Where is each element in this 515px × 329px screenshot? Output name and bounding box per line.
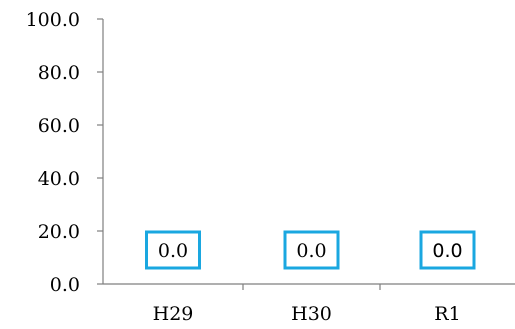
data-label-box — [419, 230, 476, 270]
data-label: 0.0 — [419, 230, 476, 270]
data-label-text: 0.0 — [158, 240, 188, 262]
data-label-box — [145, 230, 201, 270]
data-label-text: 0.0 — [432, 240, 462, 262]
y-tick-label: 20.0 — [38, 221, 80, 243]
x-category-label: R1 — [434, 303, 460, 325]
data-label: 0.0 — [145, 230, 201, 270]
y-tick-label: 100.0 — [26, 9, 80, 31]
x-category-label: H30 — [291, 303, 332, 325]
y-tick-label: 80.0 — [38, 62, 80, 84]
data-label: 0.0 — [283, 230, 340, 270]
y-tick-label: 0.0 — [50, 274, 80, 296]
y-tick-label: 40.0 — [38, 168, 80, 190]
x-category-label: H29 — [153, 303, 194, 325]
y-tick-label: 60.0 — [38, 115, 80, 137]
data-label-box — [283, 230, 340, 270]
data-label-text: 0.0 — [296, 240, 326, 262]
